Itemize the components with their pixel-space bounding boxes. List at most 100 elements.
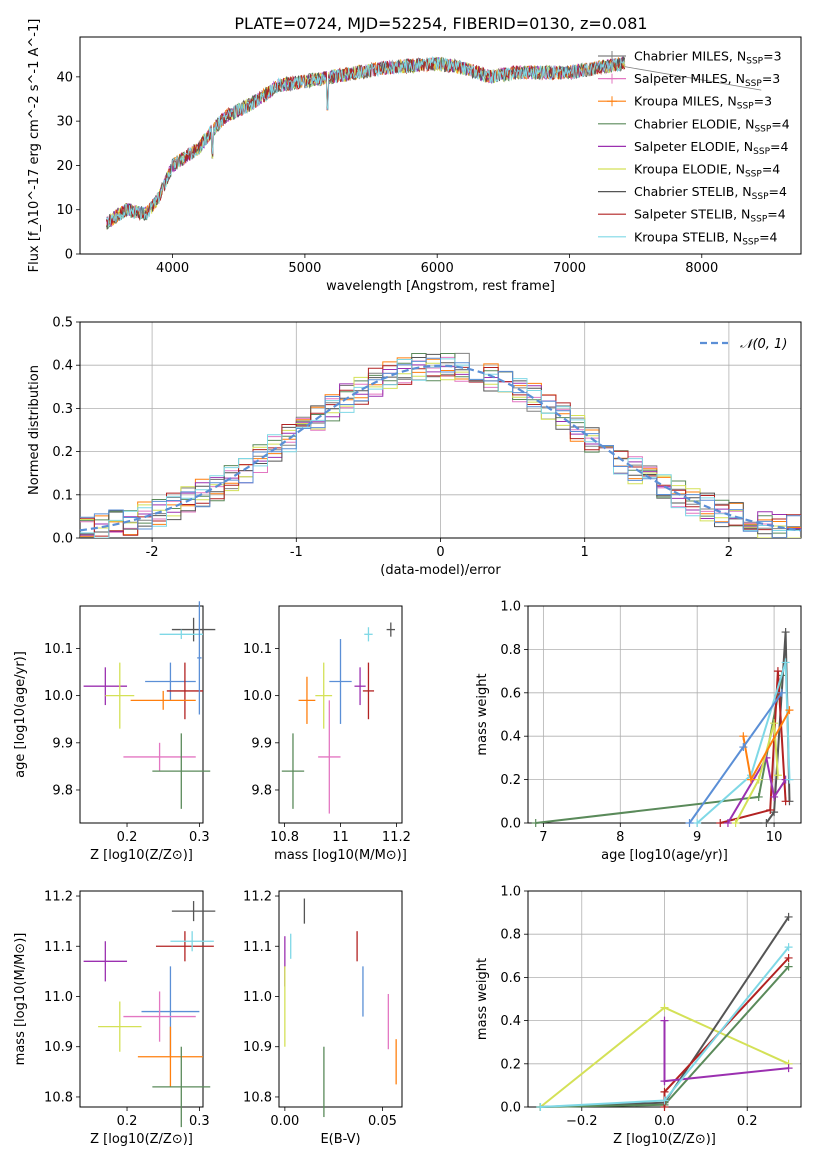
mass-weight-marker [785, 706, 794, 715]
legend-value: =4 [769, 184, 787, 199]
mass-weight-line [720, 671, 787, 824]
legend-value: =3 [762, 71, 780, 86]
y-tick-label: 1.0 [500, 600, 521, 615]
histogram-series [80, 365, 801, 537]
y-tick-label: 0.0 [500, 1101, 521, 1116]
spectrum-line [106, 56, 625, 228]
y-tick-label: 10.0 [44, 689, 73, 704]
x-tick-label: 10 [766, 830, 783, 845]
x-tick-label: 7000 [553, 261, 586, 276]
mass-weight-line [727, 755, 787, 824]
age_vs_mass-axes: 10.8 11 11.2 9.8 9.9 10.0 10.1 mass [log10(M/M⊙… [243, 605, 411, 863]
y-tick-label: 0.8 [500, 928, 521, 943]
mass-weight-marker [770, 792, 779, 801]
mass-weight-marker [754, 792, 763, 801]
spectrum-legend: Chabrier MILES, NSSP=3 Salpeter MILES, NS… [598, 49, 790, 247]
y-tick-label: 11.1 [44, 940, 73, 955]
mass-weight-marker [781, 797, 790, 806]
axes-frame [79, 36, 802, 255]
axes-frame [278, 605, 403, 824]
mass-weight-marker [660, 1016, 669, 1025]
y-tick-label: 40 [56, 70, 73, 85]
residuals-legend: 𝒩(0, 1) [700, 337, 787, 352]
legend-subscript: SSP [745, 79, 762, 89]
x-tick-label: 8 [616, 830, 624, 845]
legend-label: Salpeter STELIB, NSSP=4 [634, 207, 786, 225]
legend-value: =4 [759, 229, 777, 244]
axes-frame [527, 605, 802, 824]
mass-weight-marker [784, 912, 793, 921]
massweight_vs_Z-axes: −0.2 0.0 0.2 0.0 0.2 0.4 0.6 0.8 1.0 Z [log10(Z/Z… [475, 885, 802, 1147]
mass-weight-marker [770, 719, 779, 728]
y-tick-label: 1.0 [500, 885, 521, 900]
spectrum-line [106, 56, 626, 225]
spectrum-axes: 4000 5000 6000 7000 8000 0 10 20 30 40 wavelength … [27, 19, 802, 294]
mass-weight-marker [784, 1064, 793, 1073]
x-tick-label: 1 [581, 545, 589, 560]
x-axis-label: (data-model)/error [380, 563, 501, 578]
mass-weight-marker [785, 775, 794, 784]
y-tick-label: 10.9 [44, 1040, 73, 1055]
y-tick-label: 0.0 [500, 817, 521, 832]
spectrum-line [106, 56, 626, 230]
x-tick-label: 11 [332, 830, 349, 845]
x-axis-label: Z [log10(Z/Z⊙)] [90, 1132, 193, 1147]
y-axis-label: mass weight [475, 958, 490, 1040]
x-axis-label: E(B-V) [320, 1132, 360, 1147]
x-tick-label: 7 [539, 830, 547, 845]
legend-value: =4 [767, 207, 785, 222]
y-tick-label: 9.9 [52, 736, 73, 751]
x-tick-label: 2 [725, 545, 733, 560]
legend-label: Chabrier MILES, NSSP=3 [634, 49, 782, 67]
y-tick-label: 0.4 [500, 1014, 521, 1029]
mass-weight-marker [660, 1003, 669, 1012]
legend-label: Salpeter ELODIE, NSSP=4 [634, 139, 789, 157]
mass-weight-marker [754, 775, 763, 784]
y-tick-label: 11.2 [44, 890, 73, 905]
y-tick-label: 30 [56, 115, 73, 130]
y-axis-label: mass [log10(M/M⊙)] [13, 933, 28, 1066]
legend-subscript: SSP [750, 215, 767, 225]
y-tick-label: 10.8 [243, 1090, 272, 1105]
y-tick-label: 10.0 [243, 689, 272, 704]
y-tick-label: 9.9 [251, 736, 272, 751]
mass-weight-marker [784, 953, 793, 962]
mass-weight-marker [781, 628, 790, 637]
mass-weight-marker [747, 775, 756, 784]
y-tick-label: 10 [56, 203, 73, 218]
spectrum-line [106, 56, 626, 227]
legend-label: 𝒩(0, 1) [740, 337, 787, 352]
legend-value: =3 [763, 49, 781, 64]
x-tick-label: 6000 [421, 261, 454, 276]
legend-marker [607, 73, 617, 84]
y-tick-label: 10.1 [243, 642, 272, 657]
legend-label: Chabrier ELODIE, NSSP=4 [634, 116, 790, 134]
x-tick-label: 9 [693, 830, 701, 845]
y-tick-label: 0.4 [500, 730, 521, 745]
mass-weight-marker [773, 771, 782, 780]
y-tick-label: 0.4 [52, 359, 73, 374]
y-axis-label: age [log10(age/yr)] [13, 651, 28, 778]
mass-weight-marker [784, 943, 793, 952]
axes-frame [79, 605, 204, 824]
x-tick-label: 8000 [685, 261, 718, 276]
y-axis-label: Flux [f_λ10^-17 erg cm^-2 s^-1 A^-1] [27, 19, 42, 273]
legend-label: Kroupa ELODIE, NSSP=4 [634, 162, 780, 180]
y-tick-label: 0.2 [500, 773, 521, 788]
y-tick-label: 11.2 [243, 890, 272, 905]
mass_vs_EBV-axes: 0.00 0.05 10.8 10.9 11.0 11.1 11.2 E(B-V) [243, 890, 403, 1147]
mass-weight-marker [773, 667, 782, 676]
x-tick-label: −0.2 [566, 1114, 598, 1129]
massweight_vs_age-axes: 7 8 9 10 0.0 0.2 0.4 0.6 0.8 1.0 age [log10(age/yr… [475, 600, 802, 863]
x-axis-label: wavelength [Angstrom, rest frame] [326, 279, 555, 294]
mass-weight-marker [723, 819, 732, 827]
axes-frame [79, 321, 802, 539]
x-axis-label: mass [log10(M/M⊙)] [274, 848, 407, 863]
legend-label: Kroupa STELIB, NSSP=4 [634, 229, 778, 247]
mass-weight-marker [777, 688, 786, 697]
legend-subscript: SSP [754, 124, 771, 134]
legend-value: =4 [770, 139, 788, 154]
y-tick-label: 9.8 [251, 783, 272, 798]
mass-weight-marker [685, 819, 694, 827]
x-tick-label: 0.3 [189, 1114, 210, 1129]
